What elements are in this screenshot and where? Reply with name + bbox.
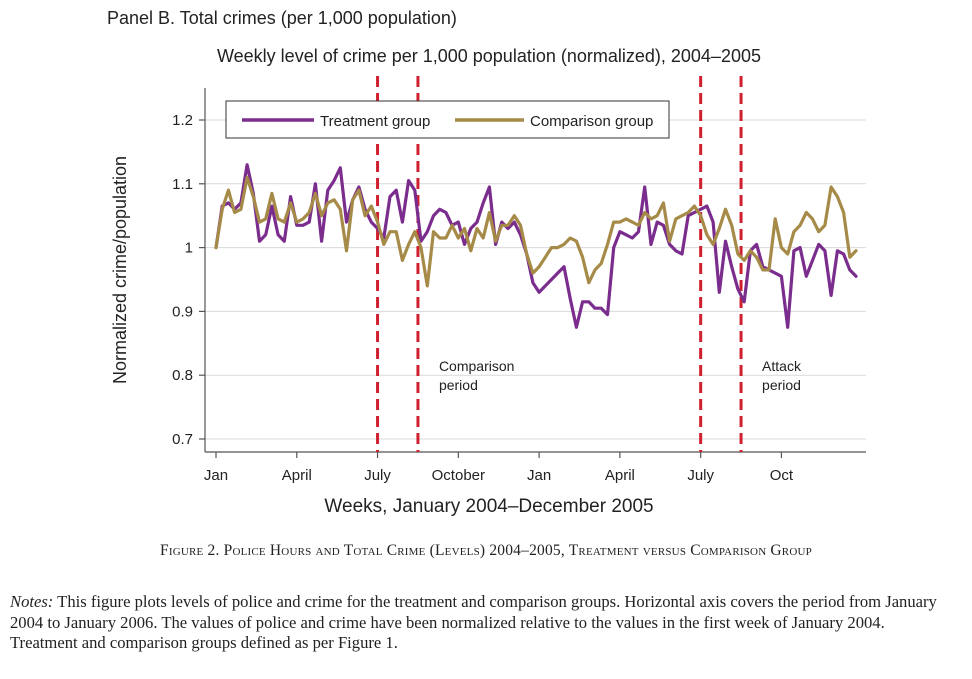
panel-title: Panel B. Total crimes (per 1,000 populat… [107, 8, 457, 28]
x-tick-label: October [432, 467, 485, 484]
x-tick-label: Oct [770, 467, 794, 484]
series-line-comparison [214, 175, 858, 288]
period-markers: Comparison period Attack period [376, 76, 802, 452]
period-label: period [762, 377, 801, 393]
legend-label-treatment: Treatment group [320, 113, 430, 130]
period-label: Comparison [439, 358, 514, 374]
y-tick-label: 1.1 [172, 176, 193, 193]
x-tick-label: April [282, 467, 312, 484]
x-tick-label: Jan [527, 467, 551, 484]
y-axis-label: Normalized crime/population [110, 156, 130, 384]
y-tick-label: 1.2 [172, 112, 193, 129]
legend: Treatment group Comparison group [225, 100, 670, 139]
period-label: Attack [762, 358, 802, 374]
y-tick-label: 0.9 [172, 303, 193, 320]
x-tick-label: July [687, 467, 714, 484]
legend-label-comparison: Comparison group [530, 113, 653, 130]
line-chart: Weekly level of crime per 1,000 populati… [110, 46, 866, 517]
period-label: period [439, 377, 478, 393]
x-tick-label: April [605, 467, 635, 484]
y-tick-label: 0.8 [172, 367, 193, 384]
chart-title: Weekly level of crime per 1,000 populati… [217, 46, 761, 66]
x-tick-label: July [364, 467, 391, 484]
x-axis-label: Weeks, January 2004–December 2005 [324, 496, 653, 517]
figure-caption: Figure 2. Police Hours and Total Crime (… [160, 542, 812, 559]
series-line-treatment [214, 163, 858, 329]
y-tick-label: 1 [185, 240, 193, 257]
x-tick-label: Jan [204, 467, 228, 484]
notes-text: This figure plots levels of police and c… [10, 592, 937, 652]
y-axis: 0.7 0.8 0.9 1 1.1 1.2 [172, 88, 206, 452]
series-lines [214, 163, 858, 329]
notes-label: Notes: [10, 592, 54, 611]
y-tick-label: 0.7 [172, 431, 193, 448]
x-axis: Jan April July October Jan April July Oct [204, 451, 866, 484]
figure-notes: Notes: This figure plots levels of polic… [10, 592, 950, 654]
